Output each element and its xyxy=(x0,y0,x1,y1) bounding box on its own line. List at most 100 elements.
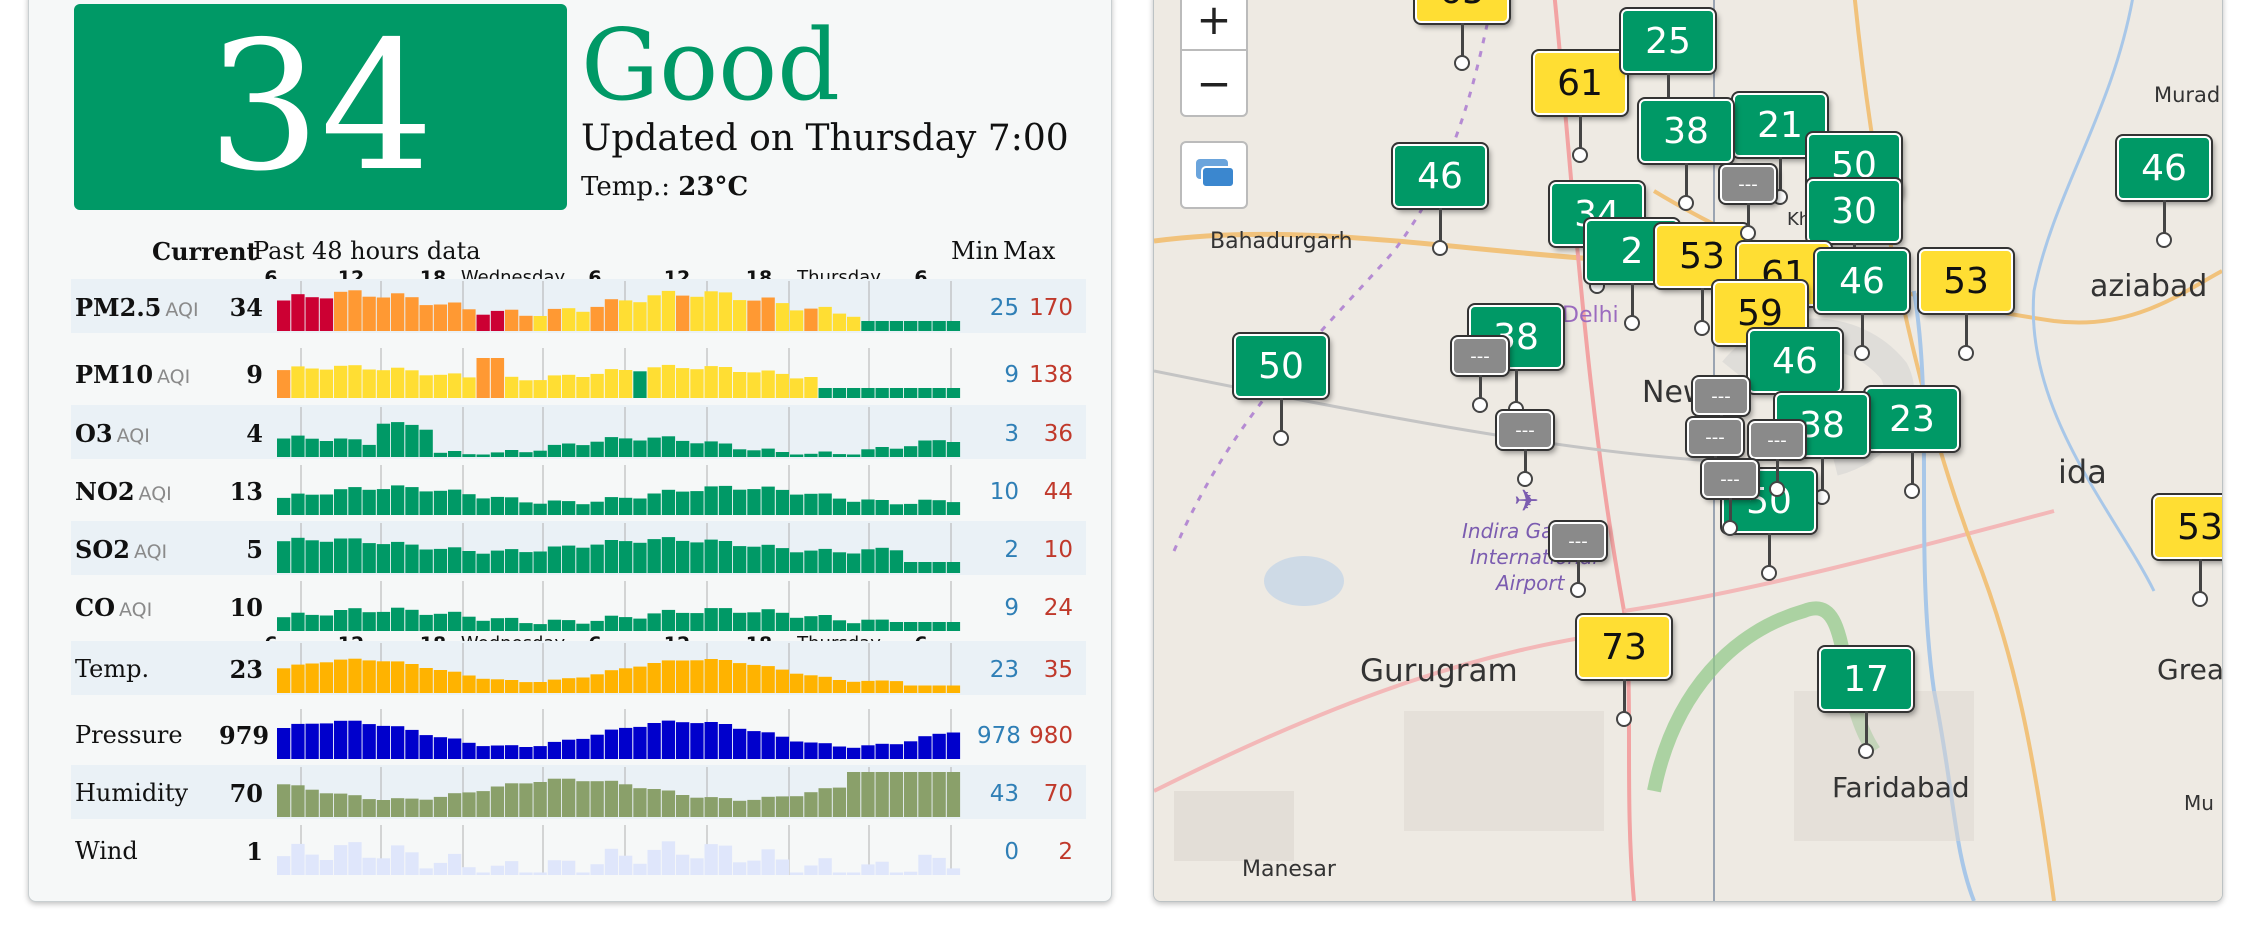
sparkline-bar xyxy=(277,784,291,817)
map-station-marker[interactable]: --- xyxy=(1749,421,1805,497)
sparkline-bar xyxy=(462,551,476,573)
zoom-out-button[interactable]: − xyxy=(1180,49,1248,117)
sparkline-bar xyxy=(647,367,661,398)
sparkline-bar xyxy=(818,306,832,331)
sparkline-bar xyxy=(576,547,590,573)
sparkline-bar xyxy=(277,617,291,631)
col-max-header: Max xyxy=(1003,237,1056,265)
sparkline-bar xyxy=(519,682,533,693)
map-station-marker[interactable]: 23 xyxy=(1865,387,1959,499)
sparkline-bar xyxy=(875,619,889,631)
map-station-marker[interactable]: --- xyxy=(1452,337,1508,413)
row-sparkline[interactable] xyxy=(277,581,961,631)
sparkline-bar xyxy=(462,377,476,398)
map-station-marker[interactable]: --- xyxy=(1550,522,1606,598)
row-sparkline[interactable] xyxy=(277,407,961,457)
marker-pin-dot xyxy=(2192,591,2208,607)
map-station-marker[interactable]: 73 xyxy=(1577,615,1671,727)
pollutant-row: Humidity 70 43 70 xyxy=(71,765,1086,819)
sparkline-bar xyxy=(733,372,747,398)
sparkline-bar xyxy=(476,314,490,331)
row-max: 138 xyxy=(1029,362,1073,388)
map-station-marker[interactable]: 38 xyxy=(1639,99,1733,211)
row-current: 70 xyxy=(229,779,263,808)
sparkline-bar xyxy=(362,660,376,693)
marker-aqi-label: --- xyxy=(1693,377,1749,415)
sparkline-bar xyxy=(932,733,946,759)
row-sparkline[interactable] xyxy=(277,348,961,398)
sparkline-bar xyxy=(832,872,847,875)
marker-aqi-label: --- xyxy=(1497,411,1553,449)
row-sparkline[interactable] xyxy=(277,523,961,573)
map-station-marker[interactable]: 46 xyxy=(1393,144,1487,256)
row-sparkline[interactable] xyxy=(277,767,961,817)
map-station-marker[interactable]: 50 xyxy=(1234,334,1328,446)
map-station-marker[interactable]: 65 xyxy=(1415,0,1509,71)
sparkline-bar xyxy=(348,658,362,693)
map-label-airport-3: Airport xyxy=(1496,571,1565,595)
sparkline-bar xyxy=(761,666,775,693)
sparkline-bar xyxy=(704,291,718,331)
sparkline-bar xyxy=(562,443,576,457)
layers-button[interactable] xyxy=(1180,141,1248,209)
row-sparkline[interactable] xyxy=(277,281,961,331)
sparkline-bar xyxy=(690,797,704,817)
map-station-marker[interactable]: 53 xyxy=(1919,249,2013,361)
sparkline-bar xyxy=(590,373,604,398)
map-label-delhi: Delhi xyxy=(1562,303,1619,328)
sparkline-bar xyxy=(334,720,348,759)
zoom-in-button[interactable]: + xyxy=(1180,0,1248,52)
sparkline-bar xyxy=(476,620,490,631)
sparkline-bar xyxy=(490,452,505,457)
row-sparkline[interactable] xyxy=(277,825,961,875)
sparkline-bar xyxy=(590,441,604,457)
sparkline-bar xyxy=(448,302,462,331)
map-station-marker[interactable]: 46 xyxy=(2117,136,2211,248)
map-station-marker[interactable]: 46 xyxy=(1815,249,1909,361)
map-station-marker[interactable]: --- xyxy=(1497,411,1553,487)
map-station-marker[interactable]: 17 xyxy=(1819,647,1913,759)
sparkline-bar xyxy=(391,367,405,398)
sparkline-bar xyxy=(405,798,419,817)
sparkline-bar xyxy=(875,547,889,573)
sparkline-bar xyxy=(462,742,476,759)
map-station-marker[interactable]: 53 xyxy=(1655,224,1749,336)
sparkline-bar xyxy=(861,549,875,573)
marker-aqi-label: 17 xyxy=(1819,647,1913,711)
marker-pin-dot xyxy=(1722,520,1738,536)
sparkline-bar xyxy=(847,454,861,457)
sparkline-bar xyxy=(761,609,775,631)
sparkline-bar xyxy=(448,671,462,693)
sparkline-bar xyxy=(761,732,775,759)
row-sparkline[interactable] xyxy=(277,709,961,759)
row-sparkline[interactable] xyxy=(277,643,961,693)
row-current: 1 xyxy=(246,837,263,866)
sparkline-bar xyxy=(761,370,775,398)
map-station-marker[interactable]: 21 xyxy=(1733,93,1827,205)
row-max: 35 xyxy=(1043,657,1073,683)
row-sparkline[interactable] xyxy=(277,465,961,515)
row-current: 4 xyxy=(246,419,263,448)
sparkline-bar xyxy=(533,551,547,573)
aqi-map[interactable]: ✈ Bahadurgarh Delhi New Gurugram Indira … xyxy=(1153,0,2223,902)
row-min: 25 xyxy=(989,295,1019,321)
sparkline-bar xyxy=(647,723,661,759)
sparkline-bar xyxy=(362,444,376,457)
map-station-marker[interactable]: 61 xyxy=(1533,51,1627,163)
sparkline-bar xyxy=(932,772,946,817)
sparkline-bar xyxy=(832,388,847,398)
sparkline-bar xyxy=(433,548,448,573)
sparkline-bar xyxy=(875,861,889,875)
map-station-marker[interactable]: 53 xyxy=(2153,495,2222,607)
map-label-bahadurgarh: Bahadurgarh xyxy=(1210,229,1353,254)
marker-aqi-label: 46 xyxy=(1748,329,1842,393)
map-station-marker[interactable]: --- xyxy=(1702,460,1758,536)
row-name: O3 xyxy=(75,419,113,448)
sparkline-bar xyxy=(604,299,619,331)
sparkline-bar xyxy=(462,616,476,631)
row-name: NO2 xyxy=(75,477,135,506)
map-station-marker[interactable]: --- xyxy=(1720,165,1776,241)
sparkline-bar xyxy=(804,865,818,875)
sparkline-bar xyxy=(433,490,448,515)
map-label-murad: Murad xyxy=(2154,83,2221,107)
